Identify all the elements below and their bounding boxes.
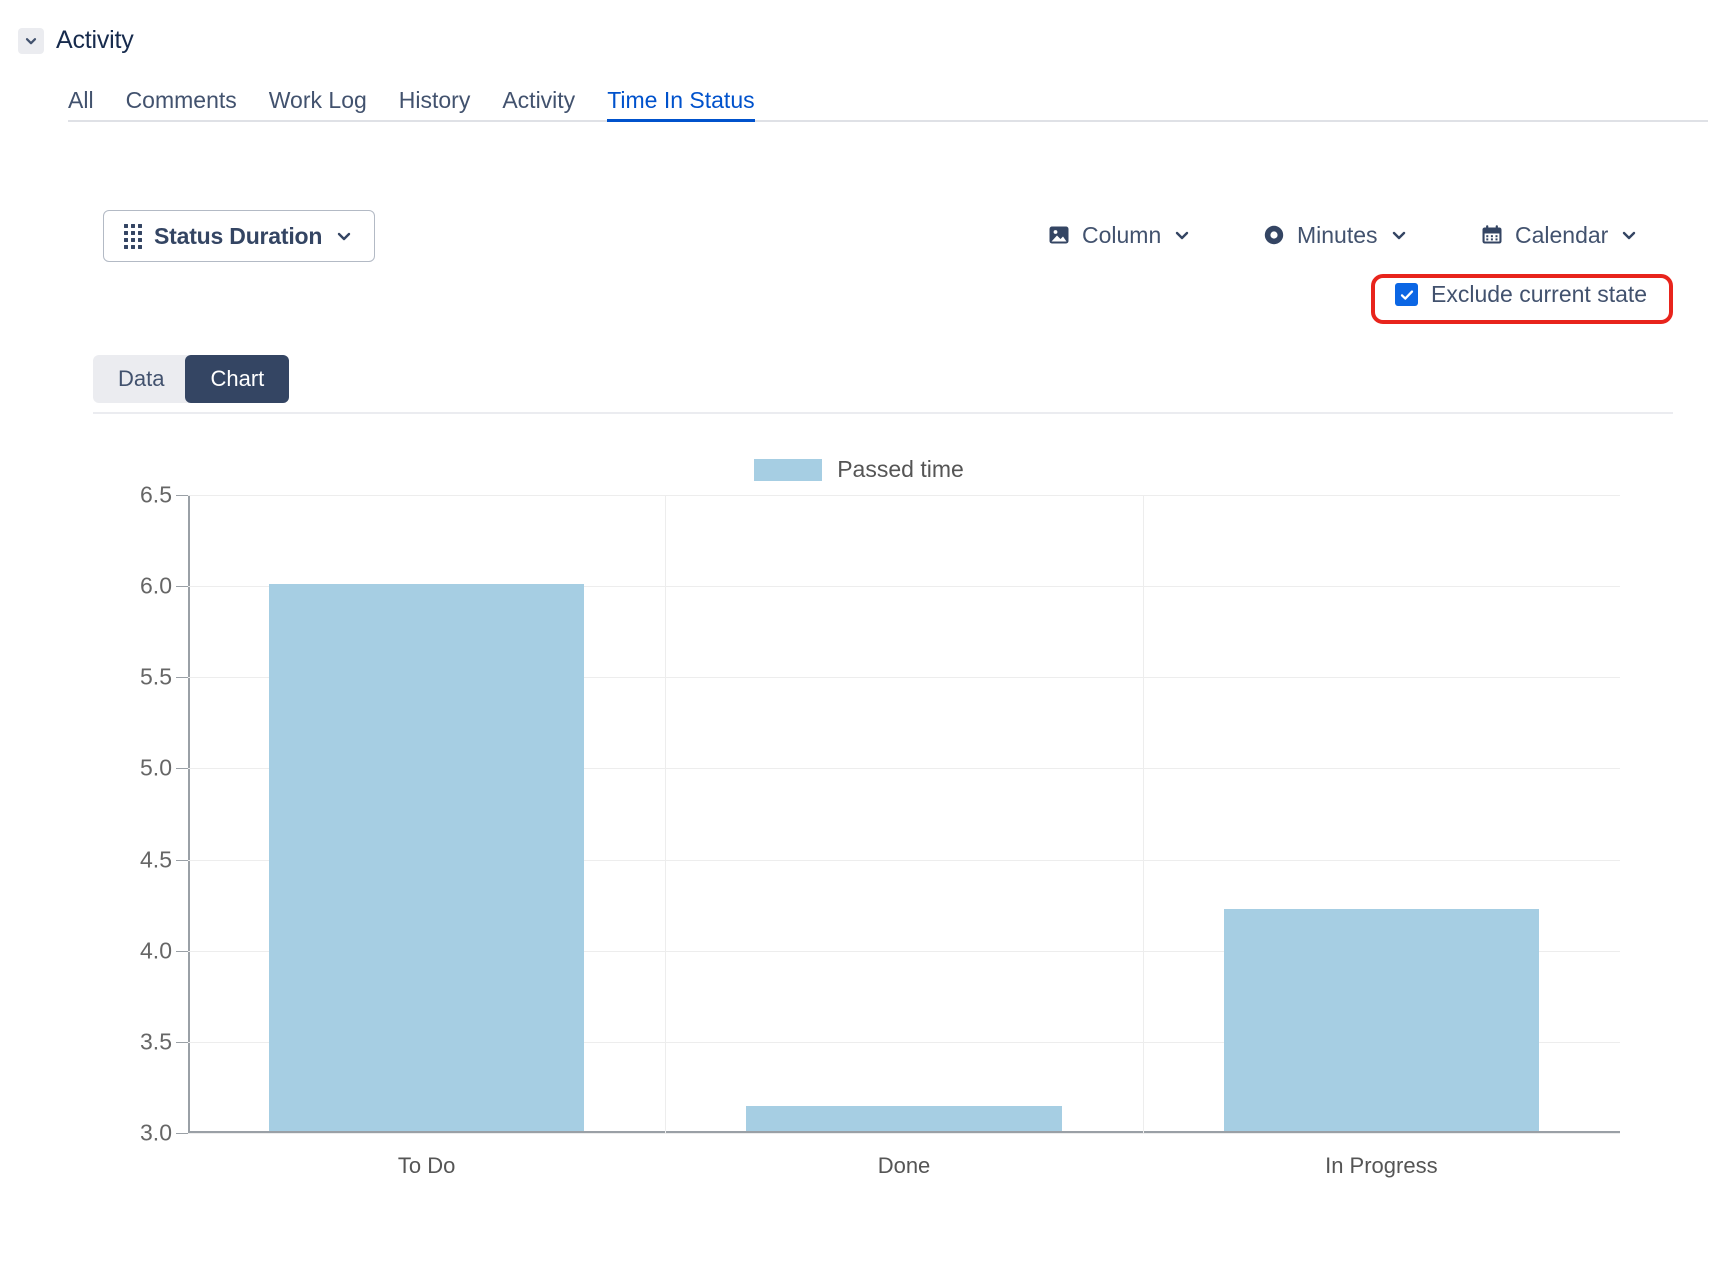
minutes-dropdown[interactable]: Minutes [1262, 223, 1409, 247]
tab-chart[interactable]: Chart [185, 355, 290, 403]
chart-legend: Passed time [0, 458, 1718, 481]
y-axis-line [188, 495, 190, 1133]
x-axis-tick-label: Done [877, 1153, 931, 1178]
y-axis-tick-label: 4.5 [140, 846, 172, 873]
gridline-vertical [665, 495, 667, 1133]
gridline-horizontal [188, 586, 1620, 588]
page-title: Activity [56, 26, 134, 54]
legend-label-passed-time: Passed time [837, 456, 964, 482]
tab-comments[interactable]: Comments [125, 87, 237, 113]
activity-tabstrip: All Comments Work Log History Activity T… [68, 80, 1708, 122]
gridline-vertical [1142, 495, 1144, 1133]
tab-all[interactable]: All [68, 87, 94, 113]
gridline-horizontal [188, 1133, 1620, 1134]
clock-dot-icon [1262, 223, 1286, 247]
chart-bar[interactable] [269, 584, 585, 1131]
gridline-horizontal [188, 495, 1620, 496]
report-toolbar: Status Duration Column [0, 185, 1718, 315]
x-axis-tick-label: To Do [397, 1153, 456, 1178]
y-axis-tick-label: 3.0 [140, 1119, 172, 1146]
exclude-current-state-checkbox[interactable] [1395, 283, 1418, 306]
exclude-current-state-label: Exclude current state [1431, 281, 1648, 307]
view-toggle: Data Chart [93, 355, 290, 403]
y-axis-tick-label: 6.0 [140, 572, 172, 599]
y-axis-tick-mark [176, 859, 188, 861]
y-axis-tick-mark [176, 1041, 188, 1043]
gridline-horizontal [188, 768, 1620, 770]
chevron-down-icon [1619, 225, 1639, 245]
y-axis-tick-mark [176, 950, 188, 952]
minutes-dropdown-label: Minutes [1297, 221, 1378, 248]
chevron-down-icon[interactable] [18, 27, 44, 54]
grid-dots-icon [124, 223, 142, 249]
tab-activity[interactable]: Activity [502, 87, 576, 113]
chart-plot-area: 6.5 6.0 5.5 5.0 4.5 4.0 3.5 3.0 To Do Done In Pro… [140, 482, 1620, 1178]
status-duration-label: Status Duration [154, 222, 323, 249]
calendar-icon [1480, 223, 1504, 247]
gridline-horizontal [188, 950, 1620, 952]
y-axis-tick-mark [176, 677, 188, 679]
column-dropdown[interactable]: Column [1047, 223, 1192, 247]
y-axis-tick-label: 3.5 [140, 1028, 172, 1055]
tab-time-in-status[interactable]: Time In Status [591, 89, 770, 122]
calendar-dropdown-label: Calendar [1515, 221, 1609, 248]
tabstrip-divider [68, 120, 1708, 122]
y-axis-tick-label: 5.5 [140, 663, 172, 690]
chart-bar[interactable] [1223, 908, 1539, 1131]
y-axis-tick-label: 6.5 [140, 481, 172, 508]
x-axis-tick-label: In Progress [1325, 1153, 1438, 1178]
tab-work-log[interactable]: Work Log [268, 87, 367, 113]
x-axis-line [188, 1131, 1620, 1133]
gridline-horizontal [188, 859, 1620, 861]
calendar-dropdown[interactable]: Calendar [1480, 223, 1639, 247]
chevron-down-icon [334, 226, 354, 246]
legend-swatch-passed-time [754, 458, 823, 481]
tab-list: All Comments Work Log History Activity T… [68, 80, 1708, 122]
toggle-divider [93, 412, 1673, 414]
y-axis-tick-label: 5.0 [140, 754, 172, 781]
tab-data[interactable]: Data [93, 355, 190, 403]
gridline-horizontal [188, 677, 1620, 679]
image-icon [1047, 223, 1071, 247]
y-axis-tick-mark [176, 586, 188, 588]
status-duration-button[interactable]: Status Duration [103, 210, 376, 262]
chart-bar[interactable] [746, 1105, 1062, 1131]
time-in-status-chart: Passed time 6.5 6.0 5.5 5.0 4.5 4.0 3.5 3.0 To … [0, 440, 1718, 1220]
y-axis-tick-mark [176, 768, 188, 770]
exclude-current-state-control[interactable]: Exclude current state [1395, 283, 1647, 306]
gridline-horizontal [188, 1041, 1620, 1043]
y-axis-tick-mark [176, 495, 188, 496]
chevron-down-icon [1172, 225, 1192, 245]
tab-history[interactable]: History [398, 87, 471, 113]
activity-section-header: Activity [18, 26, 134, 55]
y-axis-tick-label: 4.0 [140, 937, 172, 964]
y-axis-tick-mark [176, 1133, 188, 1134]
column-dropdown-label: Column [1082, 221, 1162, 248]
chevron-down-icon [1389, 225, 1409, 245]
